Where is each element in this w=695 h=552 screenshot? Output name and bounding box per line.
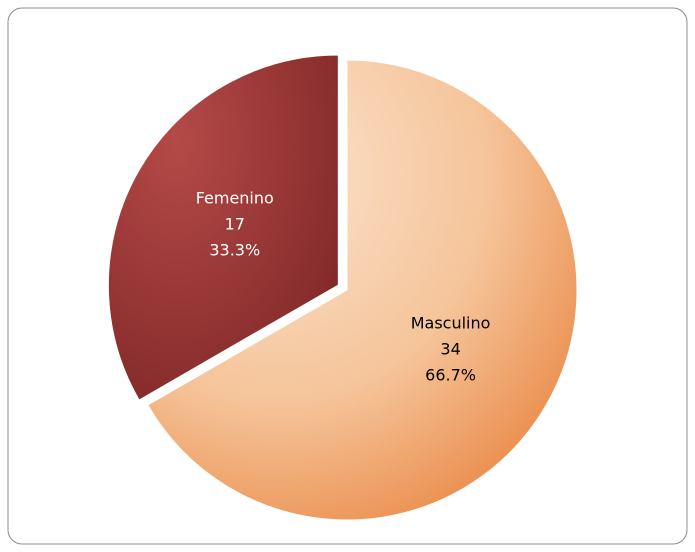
slice-value: 34	[440, 339, 460, 358]
slice-label: Masculino	[411, 313, 491, 332]
slice-percent: 66.7%	[425, 365, 476, 384]
slice-percent: 33.3%	[209, 241, 260, 260]
pie-slice	[107, 54, 339, 401]
pie-slice	[147, 59, 578, 521]
slice-value: 17	[225, 215, 245, 234]
slice-label: Femenino	[196, 189, 274, 208]
